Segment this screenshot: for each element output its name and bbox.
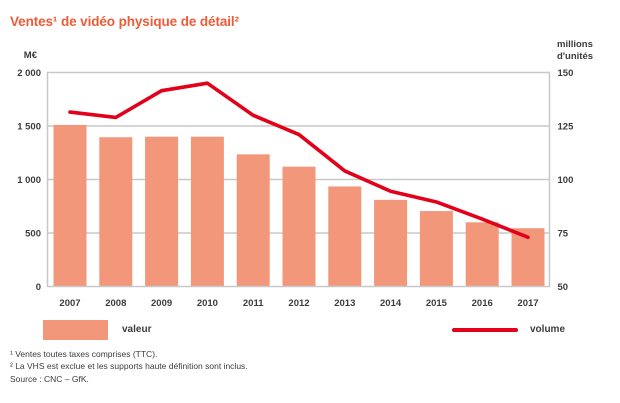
bar-2008 — [99, 137, 133, 287]
bar-2015 — [419, 211, 453, 287]
x-tick-2013: 2013 — [334, 298, 355, 309]
y-tick-left-1000: 1 000 — [17, 175, 41, 186]
chart-title: Ventes¹ de vidéo physique de détail² — [10, 14, 239, 29]
x-tick-2014: 2014 — [380, 298, 402, 309]
y-tick-right-50: 50 — [558, 282, 569, 293]
bar-2016 — [465, 222, 499, 287]
y-tick-left-500: 500 — [25, 229, 41, 240]
bar-2014 — [374, 199, 408, 287]
y-tick-right-150: 150 — [558, 68, 574, 79]
footnote-1: ¹ Ventes toutes taxes comprises (TTC). — [10, 349, 158, 359]
footnote-2: ² La VHS est exclue et les supports haut… — [10, 361, 248, 372]
y-tick-right-125: 125 — [558, 122, 575, 133]
bar-2010 — [190, 136, 224, 287]
x-tick-2009: 2009 — [151, 298, 172, 309]
x-tick-2007: 2007 — [59, 298, 80, 309]
sales-chart: 2 000 1 500 1 000 500 0 150 125 100 75 50 2007 2008… — [17, 68, 575, 309]
y-tick-right-100: 100 — [558, 175, 574, 186]
bar-2009 — [145, 136, 179, 287]
y-tick-left-0: 0 — [36, 282, 41, 293]
plot-frame — [46, 71, 551, 288]
x-tick-2015: 2015 — [426, 298, 448, 309]
legend-valeur-swatch — [43, 320, 108, 340]
x-tick-2012: 2012 — [288, 298, 309, 309]
y-tick-left-2000: 2 000 — [17, 68, 41, 79]
right-axis-unit-label: millions d'unités — [557, 39, 594, 62]
x-tick-2016: 2016 — [472, 298, 493, 309]
y-tick-right-75: 75 — [558, 229, 569, 240]
x-tick-2008: 2008 — [105, 298, 126, 309]
x-tick-2010: 2010 — [197, 298, 218, 309]
bar-2012 — [282, 166, 316, 287]
bar-2007 — [53, 124, 87, 287]
legend-valeur-label: valeur — [122, 324, 152, 335]
legend-volume-label: volume — [530, 324, 566, 335]
legend-volume-line — [452, 328, 518, 332]
left-axis-unit-label: M€ — [23, 50, 37, 61]
volume-line — [68, 81, 530, 240]
x-tick-2011: 2011 — [243, 298, 264, 309]
bar-2013 — [328, 186, 362, 287]
footnotes: ¹ Ventes toutes taxes comprises (TTC). ²… — [10, 348, 248, 385]
footnote-source: Source : CNC – GfK. — [10, 373, 89, 384]
y-tick-left-1500: 1 500 — [17, 122, 41, 133]
x-tick-2017: 2017 — [517, 298, 538, 309]
bar-2011 — [236, 154, 270, 287]
